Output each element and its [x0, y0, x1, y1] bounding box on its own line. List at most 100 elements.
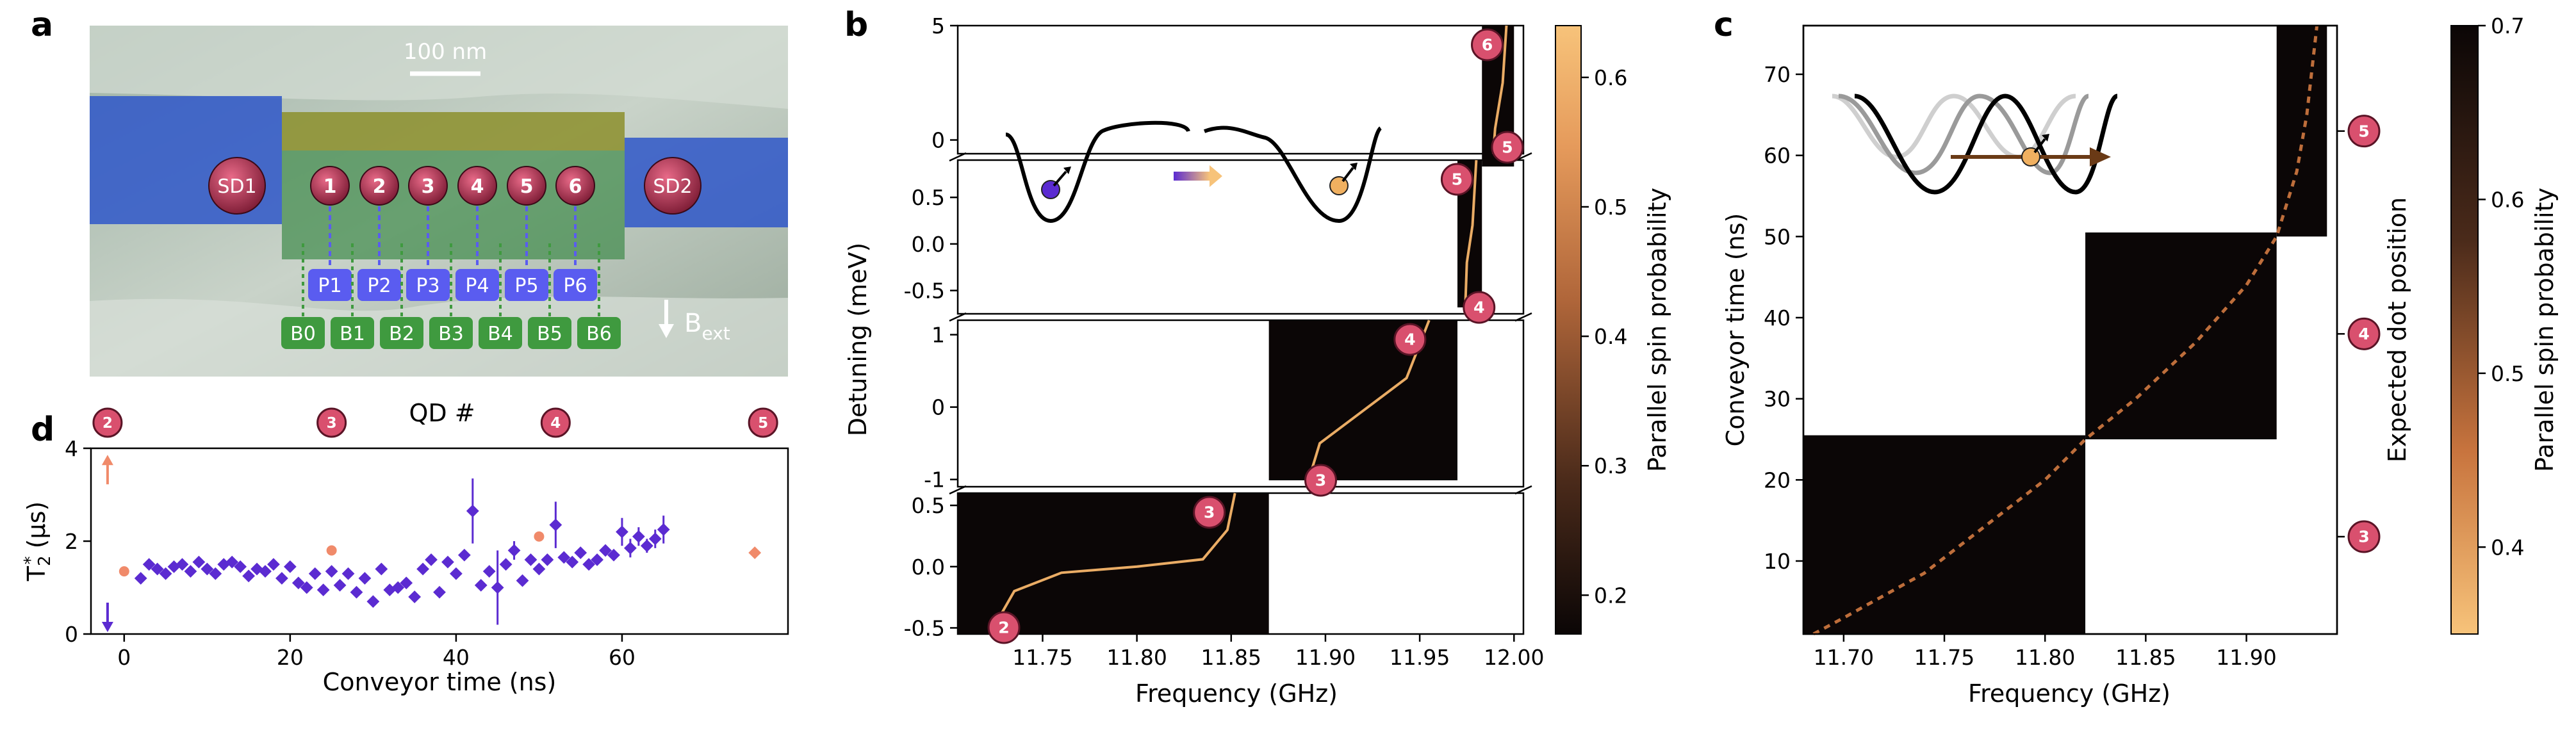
- panel-b-ytick-label: 0: [931, 128, 945, 153]
- static-point: [119, 566, 129, 577]
- double-well-left: [1005, 120, 1190, 224]
- plunger-4-label: P4: [465, 275, 489, 297]
- panel-b-ytick-label: 0.0: [912, 232, 945, 257]
- conveyor-point: [333, 578, 347, 592]
- panel-d-top-marker-circle: [540, 407, 571, 438]
- panel-c: c 11.70 11.75 11.80 11.85 11.90 10 20 30 40 50 60 7…: [1714, 6, 2559, 708]
- panel-c-colorbar-label: Parallel spin probability: [2531, 188, 2559, 472]
- conveyor-point: [532, 562, 546, 576]
- sem-top-gate: [90, 26, 788, 109]
- panel-b-ylabel: Detuning (meV): [844, 243, 872, 437]
- conveyor-point: [557, 551, 571, 564]
- panel-c-cbar-tick-label: 0.5: [2491, 361, 2524, 386]
- conveyor-point: [201, 562, 214, 576]
- panel-d-axes: [90, 447, 789, 635]
- dot-4-marker: [457, 166, 497, 206]
- static-point: [326, 545, 337, 556]
- panel-c-dot-marker-label: 4: [2358, 325, 2370, 343]
- panel-d-top-marker-label: 4: [550, 415, 561, 432]
- panel-c-resonance-trace: [1812, 25, 2319, 636]
- quantum-dots: 1 2 3 4 5 6: [310, 166, 595, 206]
- panel-b-xtick-label: 11.95: [1390, 645, 1450, 670]
- panel-b-cbar-tick-label: 0.3: [1594, 453, 1627, 478]
- conveyor-point: [632, 530, 645, 543]
- plunger-6-box: [554, 269, 597, 301]
- panel-b-dot-marker-circle: [1193, 496, 1226, 529]
- conveyor-point: [358, 572, 372, 585]
- conveyor-point: [192, 555, 206, 569]
- dot-3-marker: [408, 166, 448, 206]
- conveyor-point: [425, 553, 438, 566]
- panel-b-ytick-label: 1: [931, 323, 945, 348]
- dot-5-marker: [507, 166, 546, 206]
- conveyor-point: [499, 558, 513, 571]
- panel-c-right-label: Expected dot position: [2383, 197, 2411, 462]
- panel-b-dot-marker-circle: [1440, 163, 1473, 196]
- panel-c-heatmaps: [1803, 25, 2327, 636]
- conveyor-point: [441, 555, 454, 569]
- plunger-2-label: P2: [367, 275, 391, 297]
- conveyor-point: [591, 553, 603, 566]
- panel-b-dot-marker-circle: [1463, 291, 1496, 324]
- conveyor-point: [308, 567, 322, 580]
- panel-c-ytick-label: 40: [1764, 305, 1791, 330]
- conveyor-point: [657, 523, 670, 536]
- transfer-arrow-icon: [1174, 172, 1210, 181]
- panel-b-dot-marker-label: 3: [1204, 503, 1215, 522]
- panel-b-dot-marker-label: 4: [1404, 330, 1416, 349]
- conveyor-point: [400, 576, 413, 590]
- panel-a: a 100 nm 1 2 3 4 5 6 SD1 SD2 P1 P2 P3 P4 P5 P6 B0 B1…: [31, 6, 788, 377]
- barrier-1-label: B1: [340, 323, 365, 345]
- barrier-5-box: [528, 317, 571, 349]
- sd-1-label: SD1: [217, 175, 256, 198]
- conveyor-point: [599, 544, 612, 557]
- conveyor-point: [242, 569, 255, 583]
- panel-b-xlabel: Frequency (GHz): [1135, 679, 1338, 708]
- panel-c-ticks: 11.70 11.75 11.80 11.85 11.90 10 20 30 40 50 60 70: [1764, 62, 2277, 670]
- panel-b-dot-marker-circle: [1393, 323, 1427, 356]
- plunger-5-box: [505, 269, 548, 301]
- barrier-3-label: B3: [438, 323, 464, 345]
- panel-b-resonance-1: [1305, 320, 1431, 487]
- scale-bar-label: 100 nm: [404, 39, 487, 65]
- panel-c-xtick-label: 11.90: [2216, 645, 2276, 670]
- panel-b-colorbar-label: Parallel spin probability: [1643, 188, 1671, 472]
- plunger-2-box: [357, 269, 401, 301]
- conveyor-point: [316, 583, 330, 597]
- panel-b-break-left-0: [949, 152, 967, 162]
- conveyor-point: [507, 544, 521, 557]
- panel-b-dot-marker-circle: [1471, 28, 1504, 61]
- conveyor-point: [566, 555, 579, 569]
- conveyor-point: [466, 504, 479, 517]
- panel-b-xtick-label: 11.85: [1201, 645, 1261, 670]
- panel-d-top-markers: 2 3 4 5: [92, 407, 778, 438]
- panel-b-xtick-label: 11.90: [1295, 645, 1356, 670]
- panel-b-cbar-tick-label: 0.2: [1594, 583, 1627, 608]
- conveyor-point: [291, 576, 305, 590]
- panel-c-dot-marker-circle: [2347, 115, 2381, 148]
- barrier-5-label: B5: [537, 323, 562, 345]
- panel-d-xtick-label: 40: [443, 645, 470, 670]
- panel-d-xtick-label: 0: [117, 645, 131, 670]
- conveyor-arrow-down-icon: [101, 622, 113, 632]
- panel-b-heatmap-block-1: [1268, 320, 1457, 480]
- conveyor-point: [184, 565, 197, 578]
- conveyor-point: [624, 541, 637, 555]
- panel-d-xlabel: Conveyor time (ns): [323, 668, 557, 696]
- panel-b-cbar-tick-label: 0.5: [1594, 195, 1627, 220]
- panel-b-ytick-label: -1: [924, 468, 945, 492]
- panel-d-ytick-label: 4: [65, 436, 78, 461]
- panel-d-data: [101, 455, 762, 632]
- conveyor-point: [450, 567, 463, 580]
- conveyor-point: [416, 562, 429, 576]
- conveyor-point: [516, 574, 529, 587]
- barrier-2-label: B2: [389, 323, 414, 345]
- dot-5-label: 5: [520, 175, 534, 198]
- conveyor-point: [648, 532, 662, 546]
- panel-c-label: c: [1714, 6, 1734, 44]
- conveyor-point: [259, 565, 272, 578]
- panel-d-top-axis-label: QD #: [409, 399, 475, 427]
- panel-b-break-right-1: [1514, 312, 1532, 322]
